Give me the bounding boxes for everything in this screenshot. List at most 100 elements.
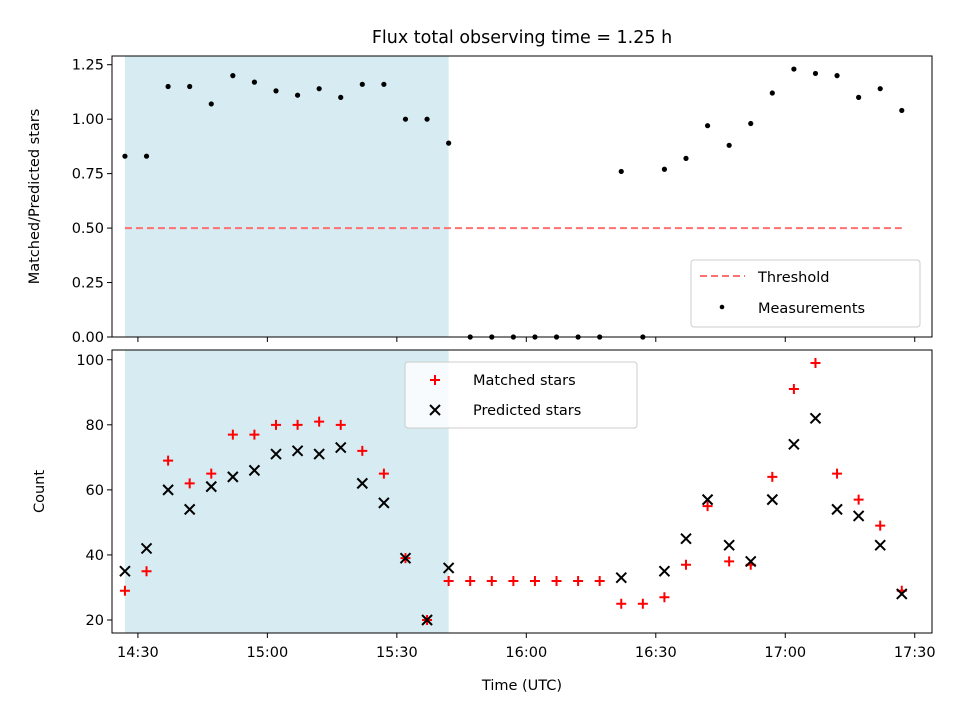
measurement-point [208, 101, 214, 107]
x-tick-label: 15:30 [376, 645, 418, 661]
y-tick-label: 1.00 [72, 112, 104, 128]
y-tick-label: 60 [86, 483, 104, 499]
predicted-stars-point [852, 510, 865, 522]
measurement-point [683, 155, 689, 161]
measurement-point [187, 83, 193, 90]
observing-window-shade [124, 56, 449, 337]
measurement-point [748, 120, 754, 127]
matched-stars-point [529, 575, 540, 586]
predicted-stars-point [658, 565, 671, 577]
measurement-point [316, 86, 322, 92]
observing-window-shade [124, 350, 449, 633]
predicted-stars-point [335, 441, 347, 454]
x-tick-label: 14:30 [117, 645, 159, 661]
matched-stars-point [119, 585, 130, 596]
measurement-point [834, 73, 840, 79]
predicted-stars-point [227, 471, 239, 483]
measurement-point [791, 66, 797, 72]
y-tick-label: 1.25 [72, 58, 104, 74]
predicted-stars-point [183, 503, 196, 516]
measurement-point [877, 86, 883, 92]
predicted-stars-point [378, 497, 390, 509]
top-y-axis-label: Matched/Predicted stars [27, 109, 43, 285]
measurement-point [165, 83, 171, 90]
matched-stars-point [594, 575, 605, 586]
matched-stars-point [292, 419, 303, 430]
predicted-stars-point [701, 493, 714, 506]
top-legend: Threshold Measurements [690, 259, 921, 328]
y-tick-label: 80 [86, 418, 104, 434]
predicted-stars-point [766, 493, 779, 506]
measurement-point [122, 153, 128, 159]
predicted-stars-point [809, 412, 822, 425]
predicted-stars-point [248, 464, 261, 477]
measurement-point [769, 90, 775, 96]
measurement-point [899, 107, 905, 114]
predicted-stars-point [399, 552, 412, 564]
matched-stars-point [810, 358, 821, 369]
y-tick-label: 20 [86, 613, 104, 629]
predicted-stars-point [745, 555, 757, 568]
y-tick-label: 40 [86, 548, 104, 564]
measurement-point [359, 81, 365, 87]
predicted-stars-point [140, 542, 153, 555]
matched-stars-point [659, 592, 670, 603]
matched-stars-point [832, 468, 843, 479]
chart-title: Flux total observing time = 1.25 h [372, 28, 672, 48]
matched-stars-point [853, 494, 864, 505]
predicted-stars-point [831, 503, 843, 516]
predicted-stars-point [313, 448, 325, 460]
matched-stars-point [573, 575, 584, 586]
matched-stars-point [702, 501, 713, 512]
bottom-y-axis-label: Count [32, 470, 48, 513]
matched-stars-point [184, 478, 195, 489]
predicted-stars-point [615, 571, 627, 584]
x-tick-label: 16:30 [635, 645, 677, 661]
matched-stars-point [508, 575, 519, 586]
y-tick-label: 0.25 [72, 276, 104, 292]
measurement-point [726, 142, 732, 148]
matched-stars-point [724, 556, 735, 567]
x-axis-label: Time (UTC) [481, 678, 562, 694]
matched-stars-point [335, 419, 346, 430]
predicted-stars-point [723, 539, 735, 551]
predicted-stars-point [788, 438, 800, 451]
matched-stars-point [141, 566, 152, 577]
legend-predicted-label: Predicted stars [473, 403, 581, 419]
measurement-point [446, 140, 452, 146]
predicted-stars-point [291, 445, 304, 457]
bottom-panel: 20 40 60 80 100 14:30 15:00 15:30 16:00 16:30 17:0… [32, 349, 936, 694]
x-tick-label: 17:00 [764, 645, 806, 661]
predicted-stars-point [421, 614, 433, 626]
matched-stars-point [616, 598, 627, 609]
matched-stars-point [249, 429, 260, 440]
matched-stars-point [788, 384, 799, 395]
predicted-stars-point [896, 588, 908, 600]
matched-stars-point [443, 575, 454, 586]
matched-stars-point [163, 455, 174, 466]
predicted-stars-point [270, 448, 282, 460]
matched-stars-point [767, 471, 778, 482]
matched-stars-point [314, 416, 325, 427]
bottom-legend-box [404, 361, 638, 429]
top-panel: 0.00 0.25 0.50 0.75 1.00 1.25 Matched/Predict… [27, 55, 933, 346]
measurement-point [856, 94, 862, 100]
matched-stars-point [378, 468, 389, 479]
measurement-point [704, 123, 711, 129]
matched-stars-point [271, 419, 281, 430]
y-tick-label: 100 [76, 353, 104, 369]
x-tick-label: 15:00 [246, 645, 288, 661]
matched-stars-point [357, 445, 368, 456]
measurement-point [381, 81, 387, 87]
predicted-stars-point [680, 532, 692, 545]
matched-stars-point [206, 468, 217, 479]
measurement-point [812, 70, 819, 77]
y-tick-label: 0.50 [72, 221, 104, 237]
measurement-point [402, 116, 409, 122]
matched-stars-point [681, 559, 691, 570]
measurement-point [424, 116, 430, 122]
predicted-stars-point [356, 477, 369, 490]
measurement-point [143, 153, 150, 159]
bottom-legend: Matched stars Predicted stars [404, 361, 638, 429]
